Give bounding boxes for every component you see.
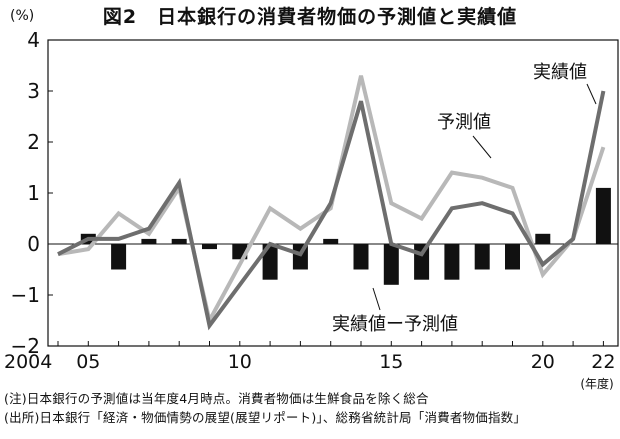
bar-2015 [383,244,399,285]
y-tick-label: 4 [27,28,40,52]
line-actual [57,90,606,331]
bar-2018 [474,244,490,270]
bar-2019 [505,244,520,270]
leader-line [472,135,492,159]
y-tick-label: −1 [11,283,40,307]
bar-2017 [444,244,460,280]
series-label-difference: 実績値ー予測値 [332,314,458,335]
y-axis-unit: (%) [10,8,35,24]
bar-2013 [323,238,339,244]
series-label-actual: 実績値 [533,62,587,83]
x-tick-label: 05 [76,351,100,373]
x-tick-label: 20 [531,351,555,373]
bar-2014 [353,244,369,270]
bar-2008 [171,238,187,244]
leader-line [586,83,597,105]
y-tick-label: 3 [27,79,40,103]
y-axis: −2 −1 0 1 2 3 4 [11,28,53,358]
x-tick-label: 15 [379,351,403,373]
footnote: (注)日本銀行の予測値は当年度4月時点。消費者物価は生鮮食品を除く総合 [4,391,429,406]
x-axis-unit: (年度) [580,376,613,391]
line-forecast [57,75,606,327]
x-tick-label: 10 [228,351,252,373]
y-tick-label: 2 [27,130,40,154]
bar-2020 [535,233,551,244]
bar-2009 [202,244,217,250]
y-tick-label: 0 [27,232,40,256]
bar-2022 [595,187,611,244]
bar-2011 [262,244,278,280]
x-tick-label: 2004 [4,351,52,373]
lines-layer [57,75,606,331]
leader-line [372,287,381,311]
x-axis: 2004 05 10 15 20 22 (年度) [4,341,615,391]
y-tick-label: 1 [27,181,40,205]
series-label-forecast: 予測値 [437,112,491,133]
bar-2006 [111,244,127,270]
bar-2007 [141,238,157,244]
page-title: 図2 日本銀行の消費者物価の予測値と実績値 [102,6,518,28]
source-note: (出所)日本銀行「経済・物価情勢の展望(展望リポート)」、総務省統計局「消費者物… [4,410,527,425]
y-tick-label: −2 [11,334,40,358]
x-tick-label: 22 [591,351,615,373]
